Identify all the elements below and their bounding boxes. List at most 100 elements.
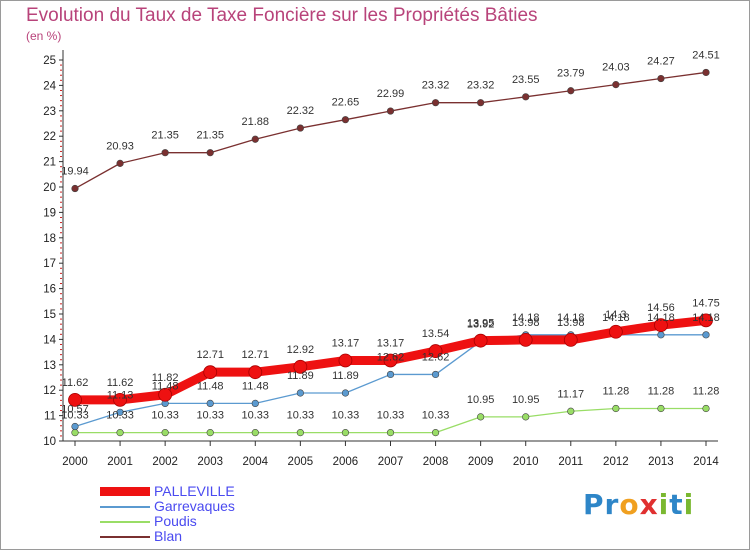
legend-label-poudis: Poudis: [154, 513, 197, 529]
data-label-blan: 24.03: [602, 62, 630, 74]
data-point-garrevaques: [702, 331, 710, 339]
data-label-garrevaques: 11.48: [242, 380, 269, 392]
logo-letter: t: [669, 488, 684, 521]
y-tick-label: 21: [43, 157, 56, 169]
data-label-garrevaques: 11.89: [287, 370, 314, 382]
data-point-blan: [341, 116, 350, 124]
data-label-poudis: 11.28: [602, 385, 629, 397]
x-tick-label: 2001: [107, 456, 133, 468]
logo-letter: r: [604, 488, 620, 521]
y-tick-label: 19: [43, 207, 56, 219]
chart-title: Evolution du Taux de Taxe Foncière sur l…: [26, 5, 538, 26]
data-label-blan: 22.99: [377, 88, 405, 100]
data-point-palleville: [338, 353, 353, 368]
logo-letter: o: [619, 488, 640, 521]
data-label-blan: 24.51: [692, 49, 720, 61]
data-label-blan: 19.94: [61, 166, 89, 178]
data-label-palleville: 13.54: [422, 328, 450, 340]
data-label-palleville: 13.17: [377, 337, 405, 349]
data-label-blan: 21.35: [151, 130, 179, 142]
x-tick-label: 2000: [62, 456, 88, 468]
data-point-poudis: [296, 429, 304, 437]
data-point-poudis: [522, 413, 530, 421]
data-label-poudis: 10.95: [512, 394, 540, 406]
data-label-garrevaques: 11.13: [107, 389, 134, 401]
data-point-palleville: [473, 333, 488, 348]
data-label-garrevaques: 11.48: [197, 380, 224, 392]
data-point-poudis: [702, 404, 710, 413]
data-point-blan: [251, 135, 259, 143]
legend-swatch-palleville: [100, 487, 150, 496]
data-label-palleville: 13.98: [557, 317, 585, 329]
data-point-palleville: [518, 333, 533, 347]
data-label-poudis: 10.33: [61, 410, 89, 422]
data-point-garrevaques: [341, 389, 350, 397]
data-label-palleville: 11.62: [62, 377, 89, 389]
x-tick-label: 2013: [648, 456, 674, 468]
logo-letter: i: [658, 488, 670, 521]
data-label-palleville: 13.98: [512, 317, 540, 329]
data-label-palleville: 14.3: [605, 309, 626, 321]
data-point-blan: [161, 149, 169, 157]
data-label-garrevaques: 12.62: [422, 351, 450, 363]
data-label-blan: 21.88: [242, 116, 270, 128]
data-point-palleville: [248, 365, 263, 380]
x-tick-label: 2002: [152, 456, 178, 468]
legend-label-palleville: PALLEVILLE: [154, 483, 235, 499]
data-label-palleville: 14.75: [692, 297, 720, 309]
data-point-palleville: [293, 359, 308, 374]
data-point-palleville: [654, 318, 668, 333]
chart-data-labels: 11.62 11.62 11.82 12.71 12.71 12.92 13.17 13.17…: [61, 49, 720, 421]
data-label-palleville: 12.71: [242, 349, 270, 361]
data-point-poudis: [251, 429, 259, 437]
data-label-poudis: 10.33: [196, 410, 224, 422]
data-point-palleville: [158, 387, 173, 402]
proxiti-logo: Proxiti: [583, 488, 694, 521]
data-point-palleville: [113, 392, 127, 407]
y-tick-label: 14: [43, 334, 56, 346]
data-point-garrevaques: [296, 389, 304, 397]
data-point-blan: [296, 124, 304, 132]
x-tick-label: 2007: [378, 456, 404, 468]
y-tick-label: 24: [43, 80, 56, 92]
data-label-poudis: 11.17: [557, 388, 584, 400]
chart-axes: 10 11 12 13 14 15 16 17 18 19 20 21 22 23 24 25 2000 2001…: [43, 50, 719, 468]
x-tick-label: 2012: [603, 456, 629, 468]
data-label-blan: 24.27: [647, 56, 675, 68]
data-point-poudis: [657, 404, 665, 413]
data-point-blan: [477, 99, 485, 107]
data-point-palleville: [68, 392, 82, 407]
data-label-garrevaques: 10.57: [61, 404, 89, 416]
legend-swatch-garrevaques: [100, 506, 150, 508]
data-point-blan: [206, 149, 214, 157]
data-label-palleville: 13.17: [332, 337, 360, 349]
data-label-poudis: 11.28: [693, 385, 720, 397]
x-tick-label: 2006: [333, 456, 359, 468]
y-tick-label: 15: [43, 309, 56, 321]
legend-label-blan: Blan: [154, 528, 183, 544]
data-point-poudis: [161, 429, 169, 437]
data-point-blan: [612, 81, 620, 89]
y-tick-label: 22: [43, 131, 56, 143]
data-label-garrevaques: 14.18: [692, 312, 720, 324]
data-label-poudis: 10.95: [467, 394, 495, 406]
logo-letter: P: [583, 488, 605, 521]
y-tick-label: 10: [43, 436, 56, 448]
data-point-garrevaques: [206, 399, 214, 408]
data-label-palleville: 11.62: [107, 377, 134, 389]
y-tick-label: 20: [43, 182, 56, 194]
x-tick-label: 2010: [513, 456, 539, 468]
x-tick-label: 2005: [288, 456, 314, 468]
chart-subtitle: (en %): [26, 29, 62, 43]
x-tick-label: 2011: [558, 456, 583, 468]
data-label-poudis: 10.33: [422, 410, 450, 422]
data-label-blan: 23.32: [467, 80, 495, 92]
y-tick-label: 16: [43, 284, 56, 296]
data-point-blan: [657, 74, 665, 83]
data-label-blan: 23.55: [512, 74, 540, 86]
y-tick-label: 11: [44, 411, 56, 423]
data-point-blan: [567, 87, 575, 95]
data-label-blan: 21.35: [196, 130, 224, 142]
